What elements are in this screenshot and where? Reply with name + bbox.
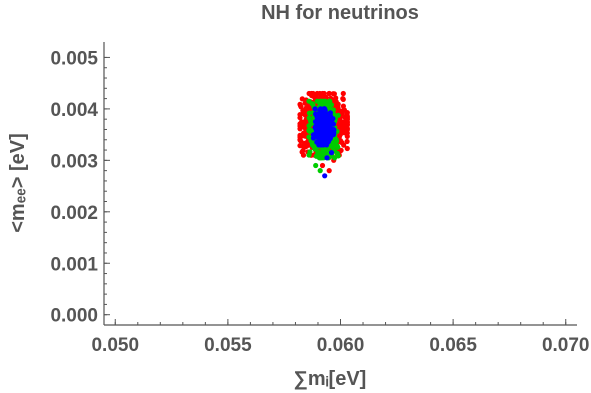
data-point — [306, 123, 312, 129]
x-tick-label: 0.070 — [542, 335, 590, 356]
data-point — [344, 111, 350, 117]
data-point — [312, 106, 318, 112]
data-point — [326, 102, 332, 108]
data-point — [325, 115, 331, 121]
data-point — [307, 149, 313, 155]
y-tick-label: 0.002 — [50, 203, 98, 224]
y-tick-label: 0.005 — [50, 48, 98, 69]
y-tick-label: 0.001 — [50, 254, 98, 275]
data-point — [344, 145, 350, 152]
x-tick-label: 0.050 — [91, 335, 139, 356]
data-point — [314, 90, 320, 97]
data-point — [319, 155, 325, 161]
data-point — [299, 96, 305, 102]
data-point — [317, 111, 323, 117]
y-ticks: 0.000 0.001 0.002 0.003 0.004 0.005 — [50, 48, 110, 327]
data-point — [342, 119, 348, 125]
data-point — [324, 155, 330, 161]
data-point — [326, 168, 332, 174]
data-point — [319, 162, 326, 169]
data-point — [297, 137, 303, 143]
data-point — [322, 173, 328, 179]
data-point — [335, 121, 341, 127]
data-point — [335, 153, 341, 159]
data-point — [305, 105, 311, 111]
data-point — [320, 148, 326, 154]
data-point — [341, 142, 347, 148]
data-point — [317, 168, 323, 174]
data-point — [315, 151, 321, 157]
data-point — [326, 90, 332, 97]
data-point — [344, 138, 350, 145]
data-point — [313, 162, 319, 169]
x-axis-label: ∑mᵢ[eV] — [294, 368, 367, 390]
data-point — [297, 143, 303, 149]
data-point — [344, 133, 350, 139]
data-point — [299, 149, 305, 155]
data-point — [297, 112, 303, 118]
data-point — [299, 119, 305, 125]
axes — [103, 42, 577, 326]
data-point — [330, 132, 336, 138]
data-point — [321, 135, 327, 141]
data-point — [307, 128, 313, 135]
data-point — [340, 90, 346, 97]
data-point — [331, 143, 337, 149]
y-tick-label: 0.004 — [50, 100, 98, 121]
data-point — [297, 101, 303, 107]
data-point — [297, 123, 303, 129]
data-point — [333, 95, 339, 101]
data-point — [331, 91, 337, 97]
y-tick-label: 0.003 — [50, 151, 98, 172]
data-point — [335, 144, 341, 150]
data-point — [340, 96, 346, 102]
data-point — [319, 120, 325, 126]
x-ticks: 0.050 0.055 0.060 0.065 0.070 — [91, 319, 590, 356]
x-tick-label: 0.065 — [429, 335, 477, 356]
y-tick-label: 0.000 — [50, 306, 98, 327]
chart-title: NH for neutrinos — [261, 2, 419, 24]
data-point — [321, 90, 327, 97]
data-point — [306, 115, 312, 121]
data-point — [319, 98, 326, 104]
data-point — [341, 124, 347, 130]
data-point — [301, 133, 307, 139]
data-point — [328, 150, 335, 156]
data-points — [297, 90, 350, 179]
y-axis-label: <mₑₑ> [eV] — [7, 133, 29, 233]
data-point — [321, 106, 327, 112]
data-point — [323, 131, 329, 137]
x-tick-label: 0.055 — [204, 335, 252, 356]
data-point — [306, 90, 312, 97]
x-tick-label: 0.060 — [317, 335, 365, 356]
data-point — [336, 108, 343, 114]
data-point — [318, 139, 324, 145]
data-point — [306, 110, 312, 116]
data-point — [335, 112, 341, 118]
data-point — [313, 124, 319, 130]
data-point — [340, 103, 346, 109]
data-point — [306, 134, 312, 140]
data-point — [314, 115, 320, 121]
